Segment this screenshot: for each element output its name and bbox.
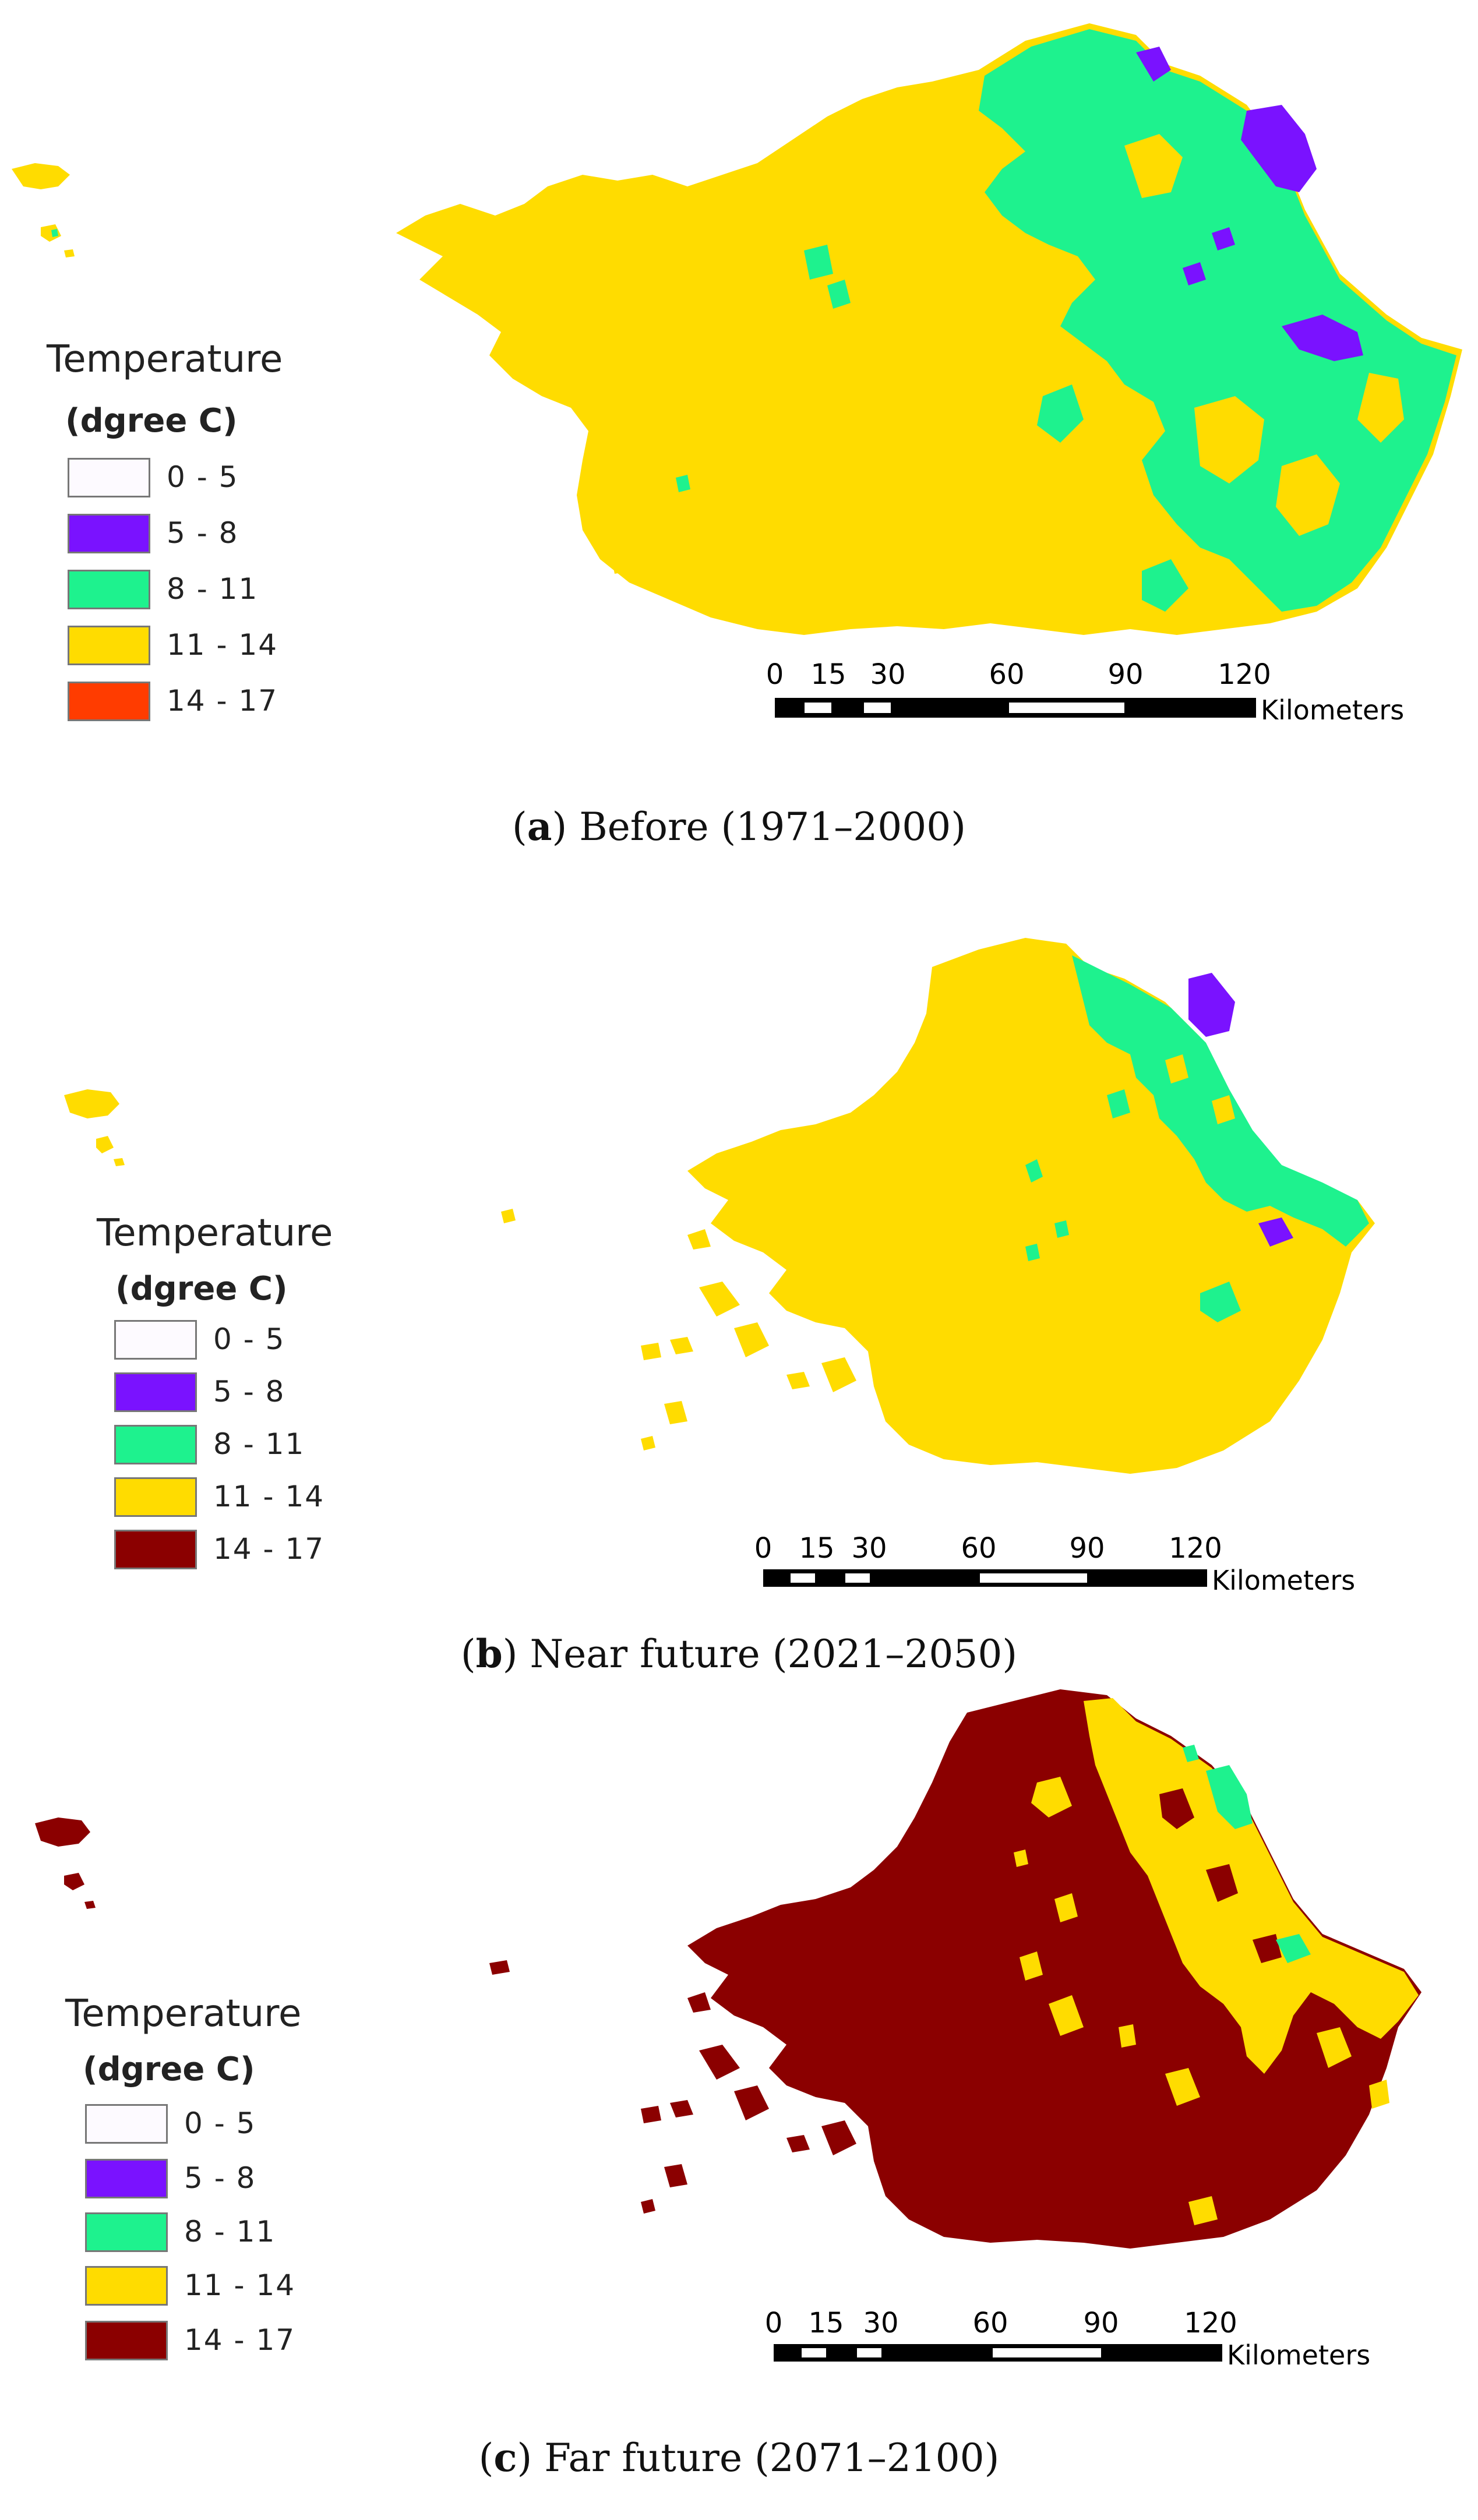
scale-tick: 120: [1169, 1532, 1222, 1565]
legend-label: 11 - 14: [184, 2268, 296, 2302]
legend-swatch: [68, 682, 150, 721]
legend-label: 0 - 5: [184, 2106, 256, 2140]
scale-tick: 0: [754, 1532, 772, 1565]
scale-tick: 15: [799, 1532, 835, 1565]
scale-bar-panel-c: 0 15 30 60 90 120 Kilometers: [764, 2307, 1467, 2377]
legend-swatch: [114, 1320, 197, 1360]
caption-panel-c: (c) Far future (2071–2100): [478, 2435, 1000, 2480]
scale-tick: 90: [1083, 2307, 1119, 2339]
legend-swatch: [85, 2159, 168, 2198]
legend-swatch: [114, 1477, 197, 1517]
caption-letter: b: [475, 1631, 503, 1677]
scale-tick: 15: [808, 2307, 844, 2339]
scale-tick: 90: [1069, 1532, 1105, 1565]
scale-tick: 60: [989, 658, 1025, 691]
legend-label: 5 - 8: [213, 1375, 285, 1409]
scale-tick: 30: [863, 2307, 899, 2339]
scale-tick: 60: [961, 1532, 997, 1565]
map-panel-a: [12, 23, 1462, 635]
legend-panel-a: Temperature (dgree C) 0 - 5 5 - 8 8 - 11…: [47, 338, 396, 746]
legend-label: 11 - 14: [213, 1480, 325, 1513]
legend-title: Temperature: [97, 1212, 333, 1255]
legend-label: 14 - 17: [213, 1532, 325, 1566]
scale-tick: 0: [764, 2307, 783, 2339]
scale-tick: 30: [851, 1532, 887, 1565]
legend-label: 0 - 5: [167, 460, 239, 494]
legend-subtitle: (dgree C): [115, 1270, 288, 1308]
caption-text: ) Near future (2021–2050): [502, 1632, 1018, 1677]
legend-swatch: [68, 514, 150, 553]
panel-b: Temperature (dgree C) 0 - 5 5 - 8 8 - 11…: [0, 920, 1478, 1678]
scale-tick: 0: [766, 658, 784, 691]
legend-swatch: [114, 1530, 197, 1569]
scale-tick: 30: [870, 658, 906, 691]
legend-label: 8 - 11: [213, 1427, 305, 1461]
legend-swatch: [68, 570, 150, 609]
zone-5-8-b: [1188, 973, 1235, 1037]
zone-5-8-a: [1241, 105, 1317, 192]
scale-tick: 120: [1218, 658, 1271, 691]
map-panel-b: [64, 938, 1375, 1474]
legend-swatch: [114, 1425, 197, 1464]
legend-swatch: [68, 626, 150, 665]
legend-label: 8 - 11: [184, 2215, 276, 2249]
scale-bar-graphic: [774, 2344, 1222, 2362]
legend-label: 8 - 11: [167, 572, 259, 606]
legend-label: 5 - 8: [184, 2161, 256, 2195]
zone-8-11-c: [1206, 1765, 1253, 1829]
legend-subtitle: (dgree C): [65, 402, 238, 440]
scale-tick: 90: [1107, 658, 1144, 691]
zone-8-11-a: [979, 29, 1456, 612]
legend-swatch: [85, 2266, 168, 2306]
scale-bar-panel-a: 0 15 30 60 90 120 Kilometers: [766, 658, 1468, 728]
legend-swatch: [68, 458, 150, 497]
scale-bar-graphic: [763, 1569, 1207, 1587]
scale-unit: Kilometers: [1261, 694, 1405, 726]
panel-a: Temperature (dgree C) 0 - 5 5 - 8 8 - 11…: [0, 0, 1478, 874]
caption-panel-b: (b) Near future (2021–2050): [460, 1631, 1018, 1677]
legend-title: Temperature: [47, 338, 283, 381]
legend-title: Temperature: [65, 1992, 302, 2035]
caption-text: ) Far future (2071–2100): [517, 2436, 1000, 2480]
legend-panel-b: Temperature (dgree C) 0 - 5 5 - 8 8 - 11…: [97, 1212, 446, 1569]
legend-subtitle: (dgree C): [83, 2050, 255, 2088]
scale-bar-panel-b: 0 15 30 60 90 120 Kilometers: [754, 1532, 1456, 1602]
scale-unit: Kilometers: [1212, 1565, 1356, 1596]
scale-tick: 60: [972, 2307, 1008, 2339]
legend-label: 5 - 8: [167, 516, 239, 550]
caption-panel-a: (a) Before (1971–2000): [512, 804, 966, 849]
map-panel-c: [35, 1689, 1421, 2249]
caption-text: ) Before (1971–2000): [552, 804, 966, 849]
caption-letter: c: [493, 2435, 517, 2480]
legend-swatch: [85, 2104, 168, 2144]
legend-label: 14 - 17: [184, 2323, 296, 2357]
scale-unit: Kilometers: [1227, 2339, 1371, 2371]
scale-tick: 15: [810, 658, 846, 691]
panel-c: Temperature (dgree C) 0 - 5 5 - 8 8 - 11…: [0, 1678, 1478, 2520]
legend-label: 0 - 5: [213, 1322, 285, 1356]
legend-panel-c: Temperature (dgree C) 0 - 5 5 - 8 8 - 11…: [65, 1992, 415, 2360]
legend-label: 14 - 17: [167, 684, 278, 718]
scale-bar-graphic: [775, 698, 1256, 718]
legend-swatch: [85, 2321, 168, 2360]
scale-tick: 120: [1184, 2307, 1237, 2339]
legend-swatch: [114, 1372, 197, 1412]
caption-letter: a: [527, 804, 552, 849]
legend-label: 11 - 14: [167, 628, 278, 662]
zone-11-14-c: [1084, 1698, 1419, 2074]
legend-swatch: [85, 2212, 168, 2252]
